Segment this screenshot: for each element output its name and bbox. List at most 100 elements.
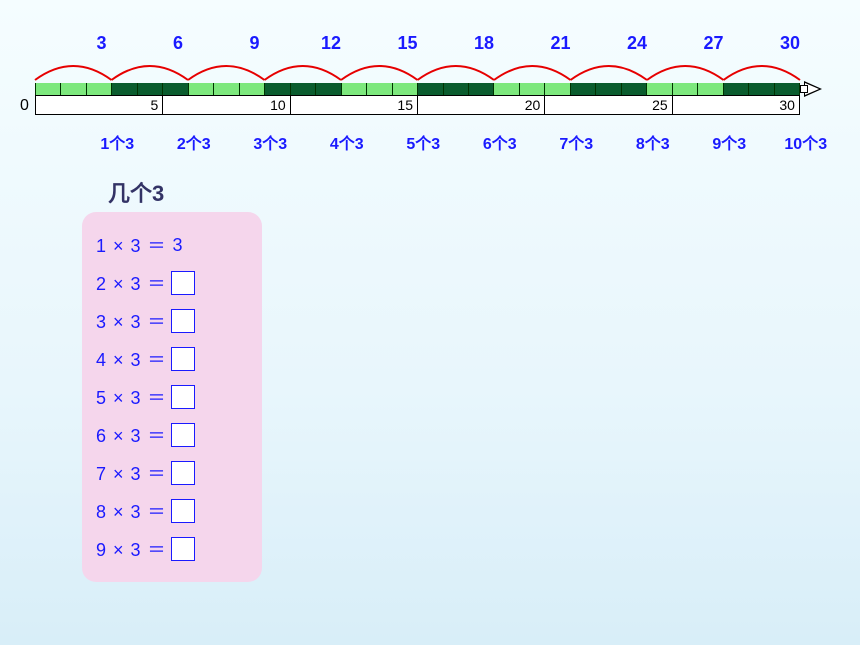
arc xyxy=(112,66,189,80)
segment-cell xyxy=(494,83,519,95)
equation-row: 3 × 3 ＝ xyxy=(96,302,250,340)
ruler: 51015202530 xyxy=(35,95,800,115)
ruler-cell: 5 xyxy=(36,96,163,114)
arc-label: 12 xyxy=(321,33,341,54)
arrow-extension xyxy=(800,85,808,93)
arc xyxy=(494,66,571,80)
count-label: 2个3 xyxy=(177,130,211,154)
arc xyxy=(647,66,724,80)
equation-lhs: 9 × 3 ＝ xyxy=(96,536,167,562)
arc xyxy=(571,66,648,80)
equations-panel: 1 × 3 ＝ 3 2 × 3 ＝ 3 × 3 ＝ 4 × 3 ＝ 5 × 3 ＝ 6 ×… xyxy=(82,212,262,582)
section-title: 几个3 xyxy=(108,176,164,208)
equation-row: 2 × 3 ＝ xyxy=(96,264,250,302)
segment-cell xyxy=(240,83,265,95)
equation-row: 6 × 3 ＝ xyxy=(96,416,250,454)
segment-cell xyxy=(571,83,596,95)
count-label: 9个3 xyxy=(712,130,746,154)
arc-label: 21 xyxy=(550,33,570,54)
equation-row: 5 × 3 ＝ xyxy=(96,378,250,416)
arc xyxy=(265,66,342,80)
segment-cell xyxy=(444,83,469,95)
arc-label: 27 xyxy=(703,33,723,54)
count-label: 10个3 xyxy=(784,130,827,154)
ruler-cell: 15 xyxy=(291,96,418,114)
answer-box[interactable] xyxy=(171,499,195,523)
answer-box[interactable] xyxy=(171,271,195,295)
segment-cell xyxy=(316,83,341,95)
segment-cell xyxy=(596,83,621,95)
segment-cell xyxy=(265,83,290,95)
segment-cell xyxy=(138,83,163,95)
segment-cell xyxy=(214,83,239,95)
ruler-cell: 25 xyxy=(545,96,672,114)
count-label: 7个3 xyxy=(559,130,593,154)
segment-bar xyxy=(35,83,800,95)
equation-lhs: 6 × 3 ＝ xyxy=(96,422,167,448)
segment-cell xyxy=(393,83,418,95)
segment-cell xyxy=(520,83,545,95)
count-label: 5个3 xyxy=(406,130,440,154)
count-label: 4个3 xyxy=(330,130,364,154)
answer-box[interactable] xyxy=(171,461,195,485)
answer-box[interactable] xyxy=(171,423,195,447)
arc-label: 30 xyxy=(780,33,800,54)
arc-label: 3 xyxy=(96,33,106,54)
equation-row: 1 × 3 ＝ 3 xyxy=(96,226,250,264)
answer-value: 3 xyxy=(173,235,183,256)
segment-cell xyxy=(367,83,392,95)
equation-row: 9 × 3 ＝ xyxy=(96,530,250,568)
arc xyxy=(724,66,801,80)
arc-label: 9 xyxy=(249,33,259,54)
segment-cell xyxy=(673,83,698,95)
arc xyxy=(188,66,265,80)
arc xyxy=(418,66,495,80)
number-line-diagram: 36912151821242730 51015202530 0 1个32个33个… xyxy=(20,55,840,165)
segment-cell xyxy=(418,83,443,95)
ruler-cell: 20 xyxy=(418,96,545,114)
segment-cell xyxy=(749,83,774,95)
equation-row: 7 × 3 ＝ xyxy=(96,454,250,492)
equation-row: 4 × 3 ＝ xyxy=(96,340,250,378)
equation-lhs: 1 × 3 ＝ xyxy=(96,232,167,258)
answer-box[interactable] xyxy=(171,347,195,371)
segment-cell xyxy=(775,83,800,95)
zero-label: 0 xyxy=(20,97,29,115)
count-label: 8个3 xyxy=(636,130,670,154)
segment-cell xyxy=(698,83,723,95)
equation-lhs: 2 × 3 ＝ xyxy=(96,270,167,296)
segment-cell xyxy=(291,83,316,95)
arc-label: 6 xyxy=(173,33,183,54)
segment-cell xyxy=(724,83,749,95)
equation-lhs: 3 × 3 ＝ xyxy=(96,308,167,334)
equation-lhs: 5 × 3 ＝ xyxy=(96,384,167,410)
equation-lhs: 8 × 3 ＝ xyxy=(96,498,167,524)
ruler-cell: 10 xyxy=(163,96,290,114)
segment-cell xyxy=(622,83,647,95)
equation-row: 8 × 3 ＝ xyxy=(96,492,250,530)
arc-label: 15 xyxy=(397,33,417,54)
segment-cell xyxy=(163,83,188,95)
count-label: 1个3 xyxy=(100,130,134,154)
segment-cell xyxy=(647,83,672,95)
segment-cell xyxy=(87,83,112,95)
segment-cell xyxy=(189,83,214,95)
segment-cell xyxy=(342,83,367,95)
segment-cell xyxy=(545,83,570,95)
answer-box[interactable] xyxy=(171,309,195,333)
segment-cell xyxy=(61,83,86,95)
segment-cell xyxy=(112,83,137,95)
ruler-cell: 30 xyxy=(673,96,799,114)
count-label: 6个3 xyxy=(483,130,517,154)
count-label: 3个3 xyxy=(253,130,287,154)
segment-cell xyxy=(36,83,61,95)
arc xyxy=(35,66,112,80)
equation-lhs: 7 × 3 ＝ xyxy=(96,460,167,486)
arc xyxy=(341,66,418,80)
arc-label: 24 xyxy=(627,33,647,54)
equation-lhs: 4 × 3 ＝ xyxy=(96,346,167,372)
arc-label: 18 xyxy=(474,33,494,54)
arcs-svg xyxy=(20,55,840,85)
answer-box[interactable] xyxy=(171,537,195,561)
answer-box[interactable] xyxy=(171,385,195,409)
